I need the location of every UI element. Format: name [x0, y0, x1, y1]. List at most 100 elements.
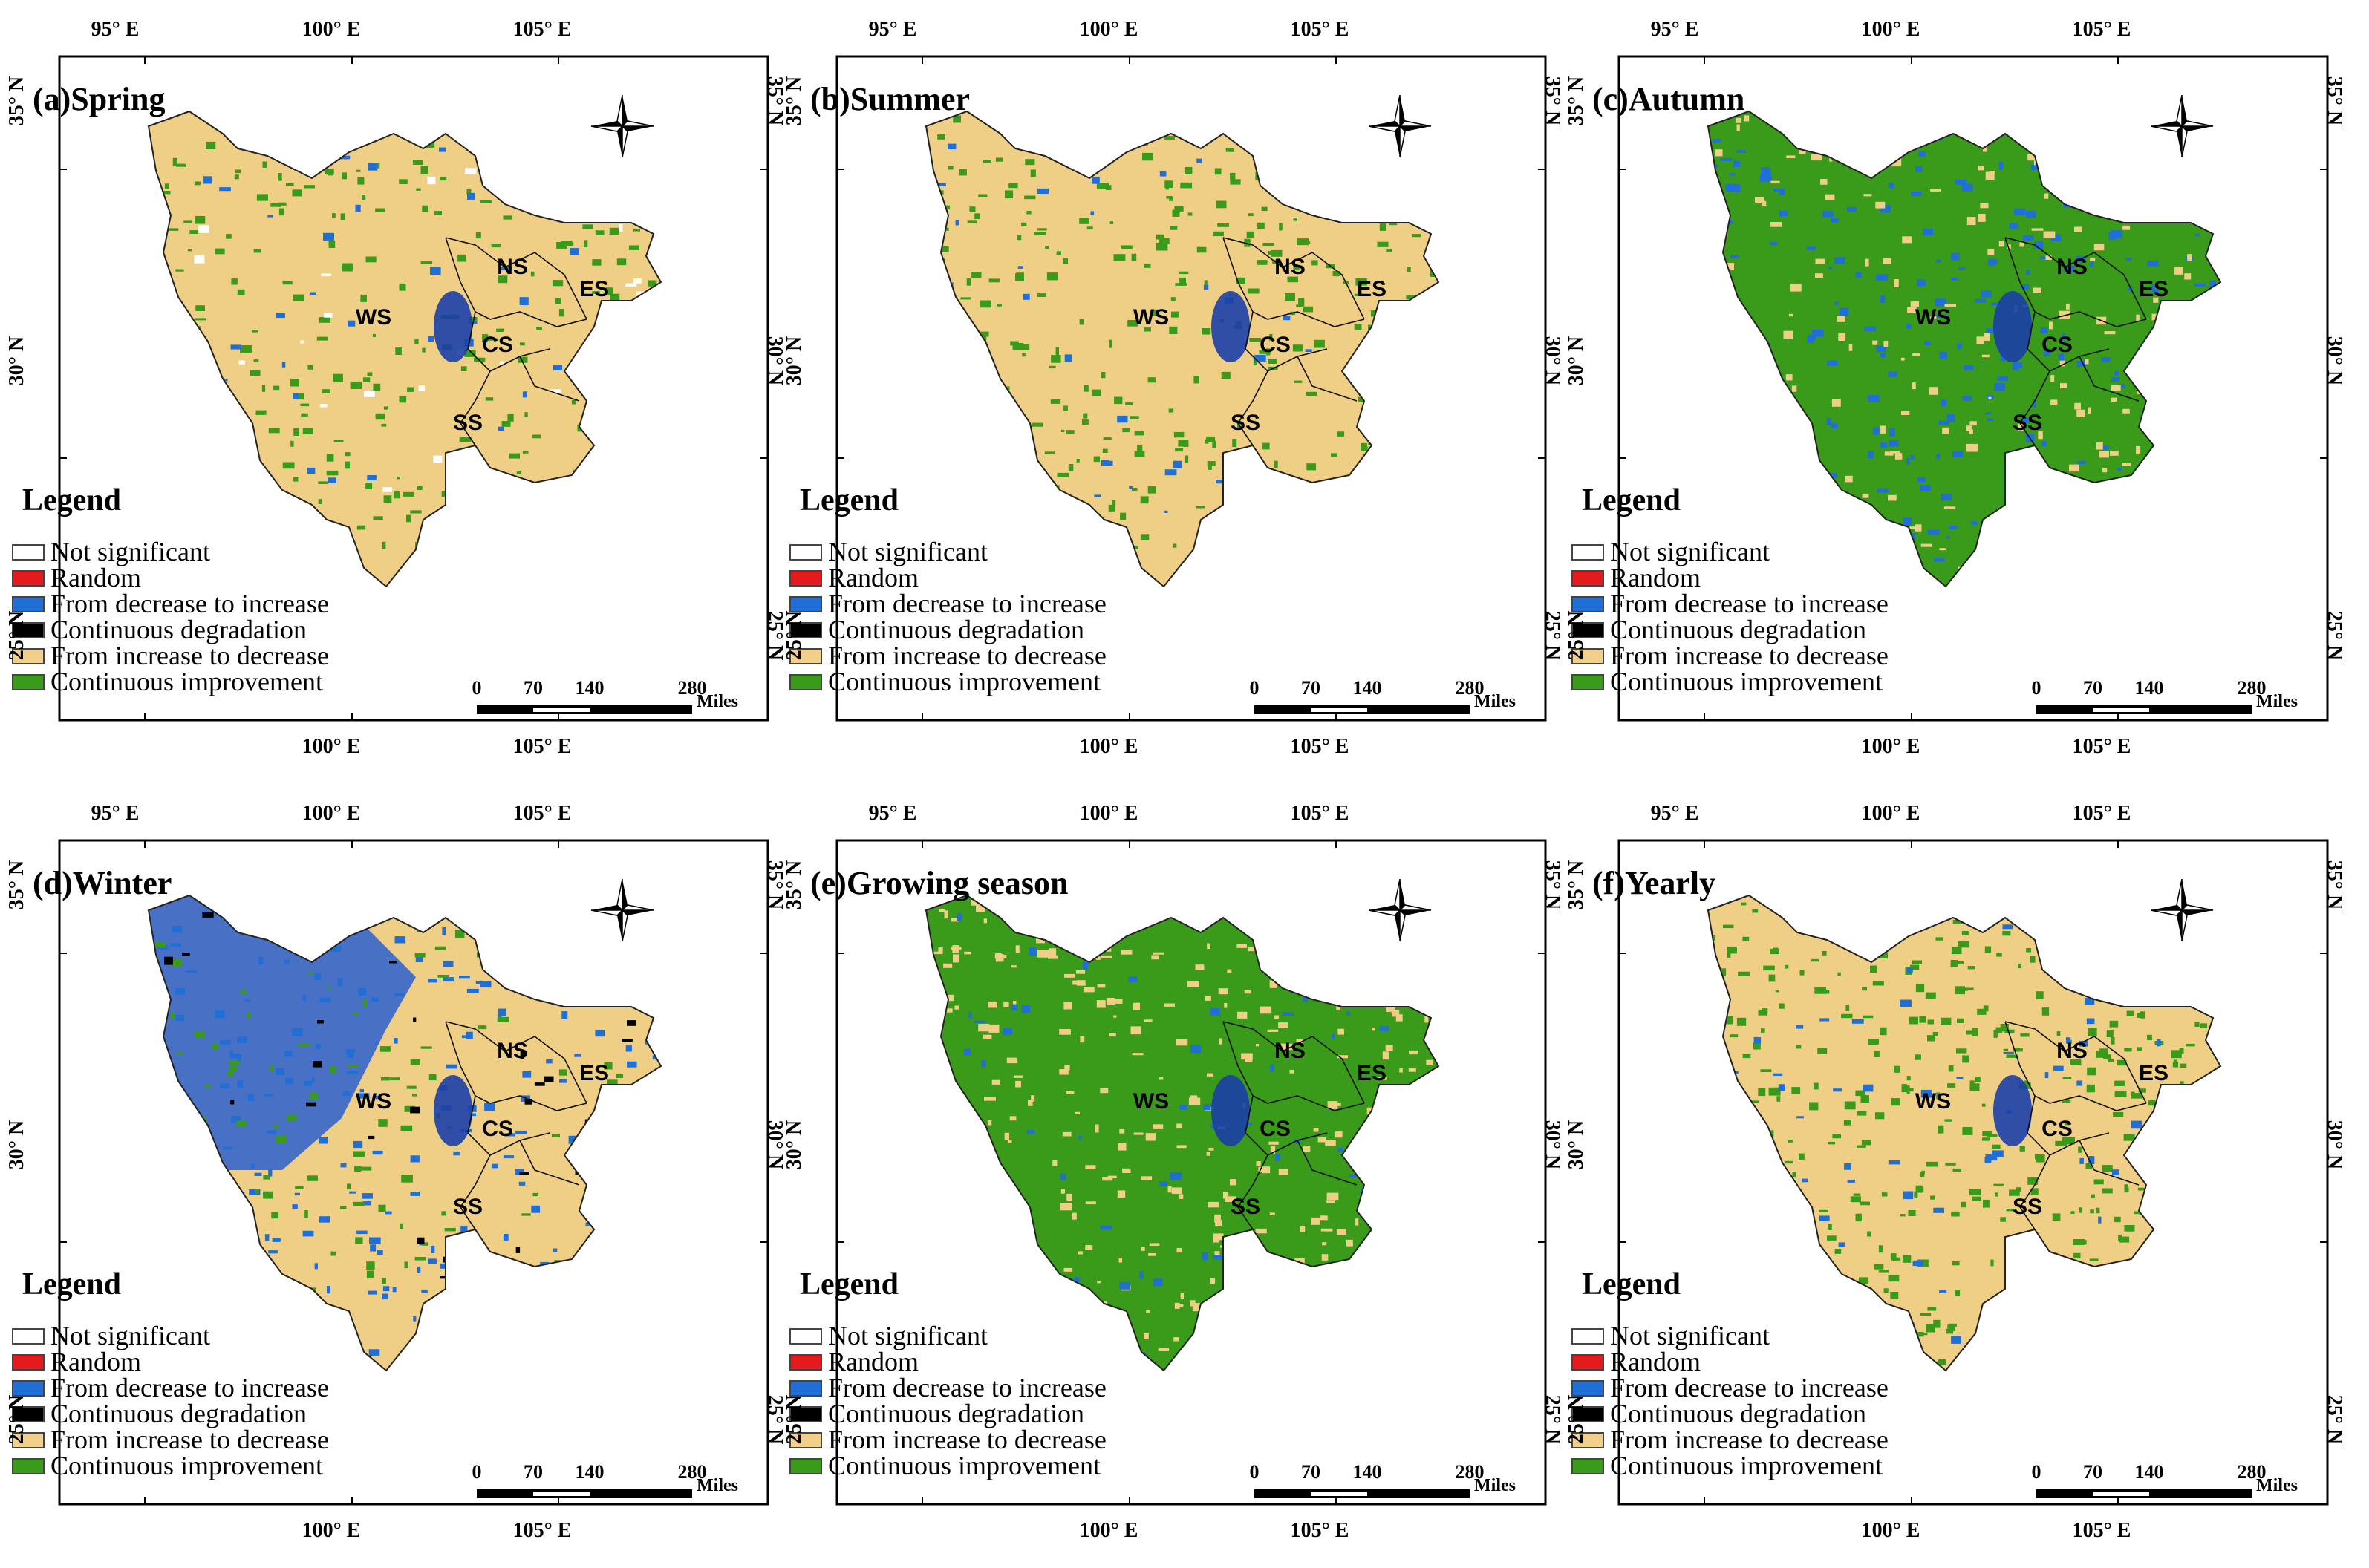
scale-bar-unit: Miles — [1474, 1476, 1516, 1495]
legend-label: Continuous improvement — [50, 667, 323, 696]
legend-title: Legend — [1582, 483, 1681, 517]
legend-title: Legend — [22, 1267, 122, 1301]
legend-label: Continuous degradation — [828, 1399, 1084, 1428]
legend-item: Not significant — [789, 538, 1107, 565]
region-label-es: ES — [2138, 277, 2169, 301]
legend-label: From decrease to increase — [50, 1373, 329, 1402]
longitude-label-top: 95° E — [1650, 18, 1699, 41]
legend-swatch — [12, 1379, 45, 1396]
scale-bar-label: 0 — [472, 1461, 482, 1483]
legend-item: Continuous degradation — [789, 1399, 1107, 1428]
region-label-ns: NS — [2056, 1039, 2088, 1063]
map-graphic — [58, 839, 769, 1506]
scale-bar — [477, 1489, 692, 1498]
scale-bar-label: 140 — [575, 677, 605, 699]
legend-item: Random — [12, 564, 329, 591]
latitude-label-right: 25° N — [2323, 1394, 2347, 1445]
legend-item: Continuous improvement — [1571, 668, 1889, 695]
sub-region-boundaries — [445, 237, 587, 446]
longitude-label-top: 100° E — [1079, 18, 1138, 41]
scale-bar — [1254, 1489, 1470, 1498]
legend-label: Continuous degradation — [1610, 1399, 1866, 1428]
legend-swatch — [789, 1379, 822, 1396]
longitude-label-bottom: 100° E — [1861, 1519, 1920, 1542]
scale-bar — [1254, 705, 1470, 714]
longitude-label-bottom: 100° E — [302, 1519, 361, 1542]
legend-swatch — [1571, 543, 1604, 561]
longitude-label-top: 95° E — [1650, 802, 1699, 825]
panel-title: (e)Growing season — [810, 865, 1069, 901]
latitude-label-left: 30° N — [5, 336, 29, 386]
region-label-cs: CS — [482, 1117, 513, 1141]
legend-item: Continuous degradation — [12, 1399, 329, 1428]
scale-bar-label: 0 — [472, 677, 482, 699]
map-panel-6: (f)Yearly Legend Not significant Random Fro… — [1560, 784, 2350, 1568]
legend: Legend Not significant Random From decrease… — [789, 483, 1107, 695]
sub-region-boundaries — [2004, 1021, 2147, 1230]
legend-swatch — [1571, 621, 1604, 638]
legend-item: From decrease to increase — [789, 1373, 1107, 1402]
latitude-label-left: 30° N — [1565, 336, 1588, 386]
legend-swatch — [12, 647, 45, 664]
scale-bar-label: 140 — [575, 1461, 605, 1483]
legend-label: From decrease to increase — [828, 1373, 1107, 1402]
legend-item: From decrease to increase — [12, 1373, 329, 1402]
map-graphic — [835, 839, 1547, 1506]
map-panel-1: (a)Spring Legend Not significant Random Fro… — [0, 0, 790, 784]
legend-swatch — [12, 673, 45, 690]
legend-item: Not significant — [1571, 537, 1889, 566]
legend-swatch — [12, 595, 45, 612]
legend-item: From decrease to increase — [1571, 590, 1889, 617]
latitude-label-right: 35° N — [2323, 76, 2347, 126]
longitude-label-bottom: 100° E — [1079, 1519, 1138, 1542]
legend-label: From increase to decrease — [50, 1425, 329, 1454]
legend-swatch — [12, 1353, 45, 1371]
legend-label: Continuous degradation — [1610, 615, 1866, 644]
legend-swatch — [1571, 1327, 1604, 1345]
map-frame — [1617, 55, 2329, 722]
latitude-label-left: 25° N — [1565, 1394, 1588, 1445]
region-label-ws: WS — [1915, 1089, 1952, 1114]
legend-label: From decrease to increase — [50, 589, 329, 618]
scale-bar-label: 70 — [1301, 1461, 1320, 1483]
legend-swatch — [12, 1431, 45, 1448]
region-label-es: ES — [1356, 277, 1387, 301]
scale-bar-label: 280 — [2237, 1461, 2267, 1483]
map-panel-3: (c)Autumn Legend Not significant Random Fro… — [1560, 0, 2350, 784]
longitude-label-bottom: 105° E — [512, 1519, 572, 1542]
legend-swatch — [1571, 673, 1604, 690]
legend-item: From increase to decrease — [1571, 1425, 1889, 1454]
map-frame — [1617, 839, 2329, 1506]
region-label-ws: WS — [1133, 305, 1170, 330]
legend-title: Legend — [800, 1267, 899, 1301]
legend-swatch — [12, 621, 45, 638]
longitude-label-bottom: 105° E — [2072, 1519, 2131, 1542]
legend-item: From increase to decrease — [12, 1425, 329, 1454]
legend-swatch — [789, 1327, 822, 1345]
legend-item: Continuous improvement — [12, 667, 329, 696]
region-label-ss: SS — [1230, 411, 1261, 435]
legend-item: From increase to decrease — [1571, 642, 1889, 669]
legend-label: Not significant — [1610, 537, 1770, 566]
legend-item: Continuous improvement — [789, 1452, 1107, 1479]
region-label-es: ES — [579, 277, 610, 301]
scale-bar — [2036, 705, 2252, 714]
legend-label: From increase to decrease — [828, 641, 1107, 670]
region-label-ss: SS — [452, 1195, 483, 1219]
longitude-label-top: 105° E — [2072, 802, 2131, 825]
legend-label: Continuous degradation — [50, 1399, 307, 1428]
region-label-cs: CS — [2041, 333, 2073, 357]
scale-bar-label: 280 — [1455, 1461, 1485, 1483]
legend-label: From increase to decrease — [50, 641, 329, 670]
legend-label: Continuous improvement — [828, 667, 1101, 696]
legend-label: From increase to decrease — [1610, 1425, 1889, 1454]
legend-item: Not significant — [789, 1322, 1107, 1349]
longitude-label-bottom: 105° E — [2072, 735, 2131, 758]
legend-title: Legend — [22, 483, 122, 517]
region-label-cs: CS — [1260, 1117, 1291, 1141]
latitude-label-left: 25° N — [783, 1394, 806, 1445]
longitude-label-top: 95° E — [91, 802, 140, 825]
scale-bar-unit: Miles — [1474, 692, 1516, 711]
legend-swatch — [789, 543, 822, 561]
map-panel-4: (d)Winter Legend Not significant Random Fro… — [0, 784, 790, 1568]
